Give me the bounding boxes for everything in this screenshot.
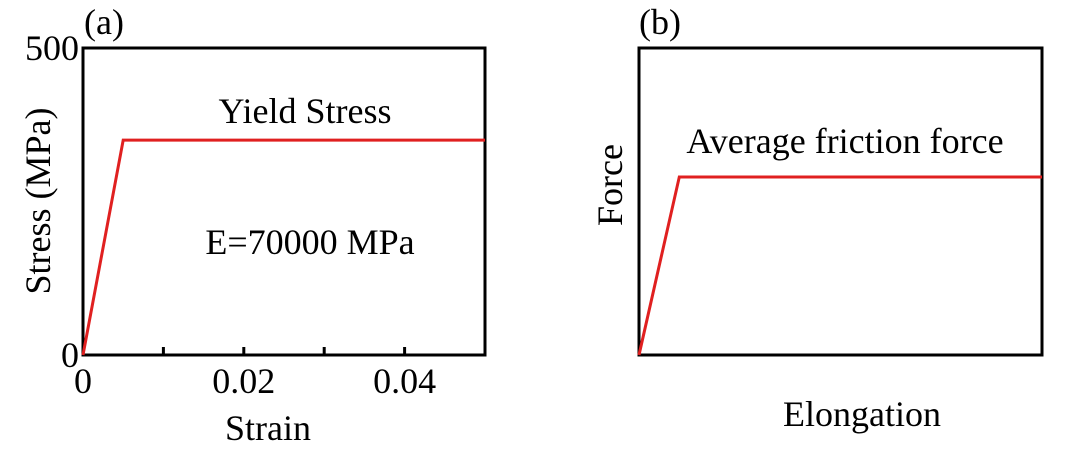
panel-b-force-elongation-line	[637, 175, 1042, 356]
panel-a-x-tick-label: 0.04	[373, 361, 436, 401]
panel-a-y-tick-label: 500	[25, 28, 79, 68]
panel-a: (a) 0 0.02 0.04 0 500 Yield Stress E=70000 …	[18, 2, 487, 448]
panel-b-friction-annotation: Average friction force	[686, 121, 1003, 161]
panel-a-y-tick-labels: 0 500	[25, 28, 79, 375]
panel-a-x-ticks	[161, 347, 407, 355]
panel-a-x-tick-label: 0.02	[212, 361, 275, 401]
panel-a-x-tick-label: 0	[74, 361, 92, 401]
panel-a-label: (a)	[84, 2, 124, 42]
panel-b-label: (b)	[639, 2, 681, 42]
panel-b: (b) Average friction force Elongation Fo…	[590, 2, 1044, 434]
panel-a-stress-strain-line	[81, 138, 485, 356]
panel-b-plot-frame	[637, 46, 1044, 357]
panel-b-x-axis-label: Elongation	[783, 394, 941, 434]
panel-b-y-axis-label: Force	[590, 144, 630, 226]
panel-a-modulus-annotation: E=70000 MPa	[205, 222, 414, 262]
panel-a-x-tick-labels: 0 0.02 0.04	[74, 361, 436, 401]
panel-a-yield-stress-annotation: Yield Stress	[218, 91, 391, 131]
panel-a-x-axis-label: Strain	[225, 408, 311, 448]
panel-a-plot-frame	[81, 46, 487, 357]
panel-a-y-axis-label: Stress (MPa)	[18, 108, 58, 295]
panel-a-y-tick-label: 0	[61, 335, 79, 375]
